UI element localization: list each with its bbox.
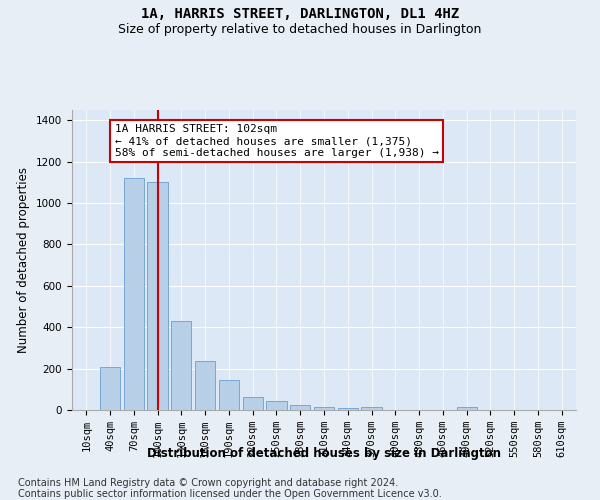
Bar — [266, 400, 287, 410]
Text: Contains public sector information licensed under the Open Government Licence v3: Contains public sector information licen… — [18, 489, 442, 499]
Bar — [290, 405, 310, 410]
Bar — [195, 362, 215, 410]
Text: Contains HM Land Registry data © Crown copyright and database right 2024.: Contains HM Land Registry data © Crown c… — [18, 478, 398, 488]
Text: 1A, HARRIS STREET, DARLINGTON, DL1 4HZ: 1A, HARRIS STREET, DARLINGTON, DL1 4HZ — [141, 8, 459, 22]
Bar — [314, 407, 334, 410]
Bar — [171, 321, 191, 410]
Y-axis label: Number of detached properties: Number of detached properties — [17, 167, 31, 353]
Bar — [124, 178, 144, 410]
Bar — [219, 380, 239, 410]
Bar — [148, 182, 167, 410]
Bar — [100, 366, 120, 410]
Text: 1A HARRIS STREET: 102sqm
← 41% of detached houses are smaller (1,375)
58% of sem: 1A HARRIS STREET: 102sqm ← 41% of detach… — [115, 124, 439, 158]
Bar — [242, 396, 263, 410]
Bar — [361, 407, 382, 410]
Bar — [457, 407, 477, 410]
Text: Size of property relative to detached houses in Darlington: Size of property relative to detached ho… — [118, 22, 482, 36]
Text: Distribution of detached houses by size in Darlington: Distribution of detached houses by size … — [147, 448, 501, 460]
Bar — [338, 408, 358, 410]
